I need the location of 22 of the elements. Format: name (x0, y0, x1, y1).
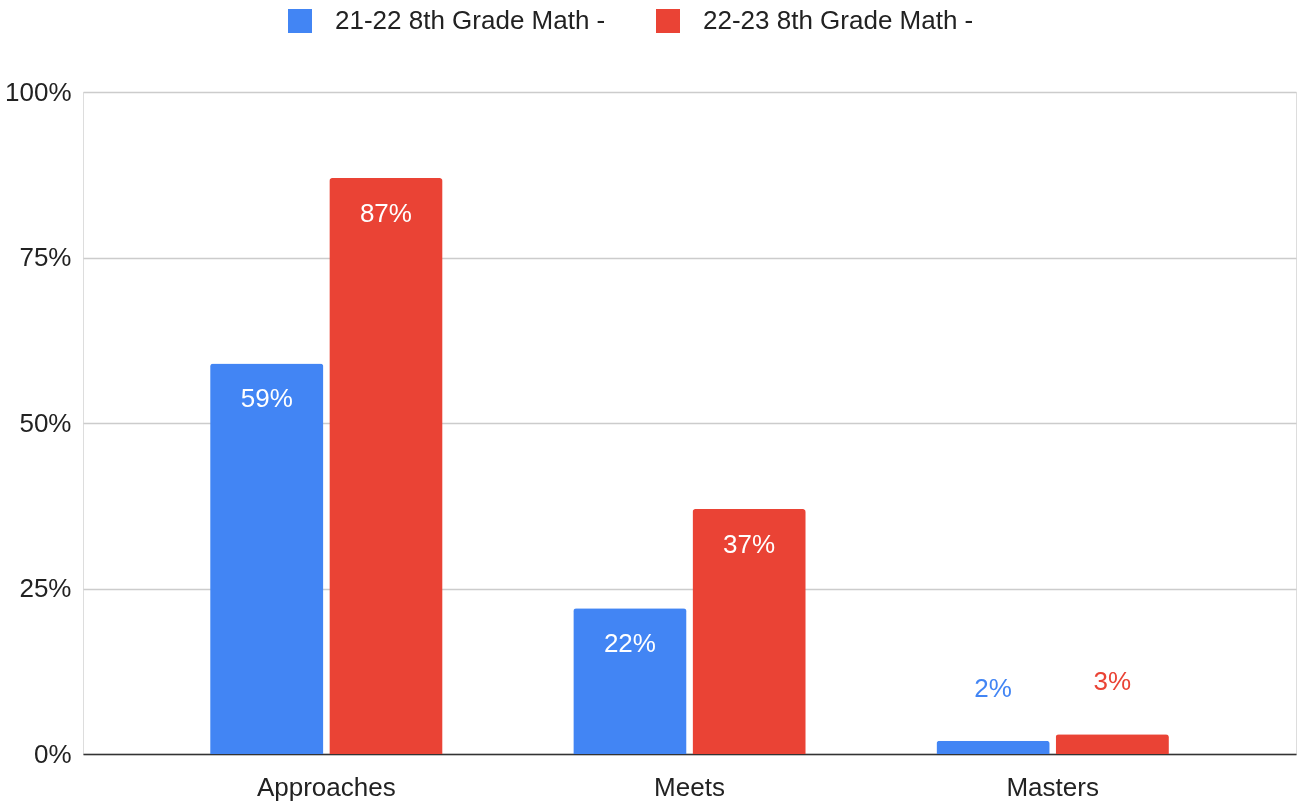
data-label: 59% (240, 383, 293, 414)
bar (692, 509, 806, 754)
y-tick-label: 50% (19, 407, 72, 438)
data-label: 37% (723, 529, 776, 560)
y-tick-label: 100% (5, 76, 72, 107)
bar (329, 178, 443, 754)
bar (936, 740, 1050, 754)
bar (210, 363, 324, 754)
data-label: 3% (1093, 666, 1132, 697)
x-tick-label: Approaches (256, 771, 396, 802)
bar (1055, 734, 1169, 754)
y-tick-label: 25% (19, 573, 72, 603)
x-tick-label: Meets (654, 771, 725, 802)
legend-label: 22-23 8th Grade Math - (703, 5, 974, 35)
legend-label: 21-22 8th Grade Math - (335, 5, 606, 35)
y-tick-label: 75% (19, 242, 72, 272)
data-label: 22% (603, 628, 656, 659)
bar (573, 608, 687, 754)
data-label: 87% (359, 198, 412, 229)
y-tick-label: 0% (33, 738, 72, 769)
data-label: 2% (974, 672, 1012, 703)
x-tick-label: Masters (1006, 771, 1099, 802)
